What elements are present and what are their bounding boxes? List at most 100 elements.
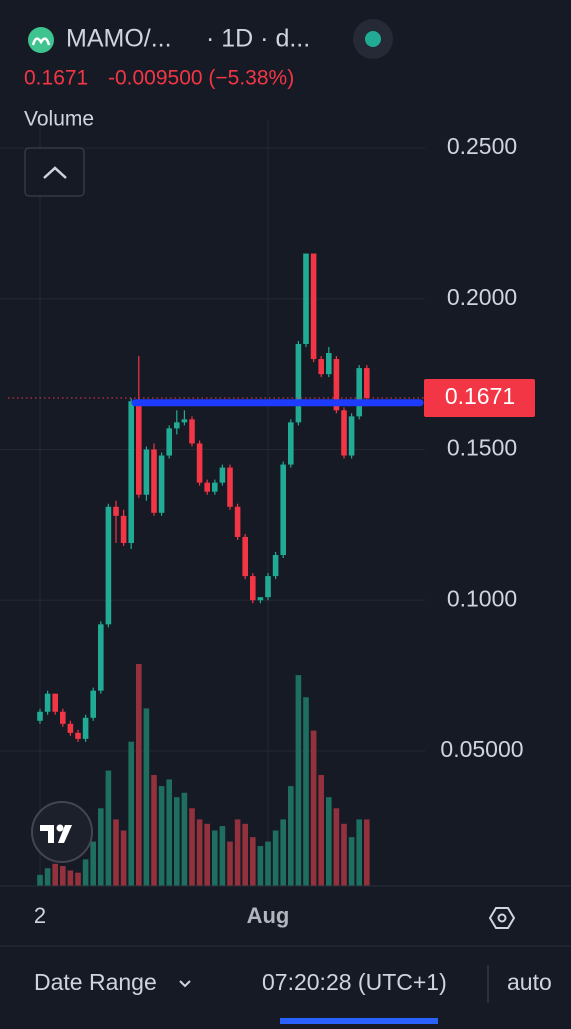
volume-bar bbox=[120, 830, 127, 886]
candle-body bbox=[37, 711, 43, 721]
volume-bar bbox=[75, 872, 81, 886]
volume-bar bbox=[212, 830, 218, 886]
volume-bar bbox=[196, 819, 203, 886]
volume-bar bbox=[60, 866, 66, 886]
volume-bar bbox=[136, 664, 142, 886]
volume-bar bbox=[204, 823, 210, 886]
candle-body bbox=[136, 401, 142, 495]
candle-body bbox=[257, 597, 264, 601]
volume-bar bbox=[113, 819, 119, 886]
candle-body bbox=[204, 482, 210, 492]
candle-body bbox=[158, 455, 165, 513]
tv-logo[interactable] bbox=[31, 801, 93, 863]
volume-bar bbox=[143, 708, 150, 886]
candle-body bbox=[143, 449, 150, 495]
candle-body bbox=[288, 422, 294, 465]
volume-bar bbox=[105, 770, 112, 886]
candle-body bbox=[348, 416, 355, 456]
candle-body bbox=[44, 693, 51, 712]
x-tick-label: Aug bbox=[247, 903, 290, 928]
y-tick-label: 0.05000 bbox=[440, 736, 523, 762]
candle-body bbox=[333, 359, 340, 411]
tv-logo-dot bbox=[56, 824, 64, 832]
candle-body bbox=[75, 732, 81, 739]
volume-bar bbox=[310, 730, 317, 886]
settings-icon[interactable] bbox=[488, 907, 516, 929]
last-price-label: 0.1671 bbox=[445, 383, 515, 409]
candle-body bbox=[52, 693, 58, 712]
candle-body bbox=[60, 711, 66, 724]
chevron-up bbox=[43, 166, 67, 179]
candle-body bbox=[113, 506, 119, 516]
volume-bar bbox=[181, 792, 188, 886]
settings-icon-hole bbox=[497, 913, 507, 923]
collapse-button[interactable] bbox=[24, 147, 85, 197]
candle-body bbox=[364, 368, 370, 398]
candle-body bbox=[326, 353, 332, 375]
volume-bar bbox=[128, 741, 134, 886]
y-tick-label: 0.2000 bbox=[447, 284, 517, 310]
volume-bar bbox=[318, 775, 324, 886]
volume-bar bbox=[356, 819, 362, 886]
candle-body bbox=[272, 555, 279, 577]
dropdown-arrow bbox=[179, 980, 191, 988]
candle-body bbox=[250, 576, 256, 601]
volume-bar bbox=[303, 697, 309, 886]
symbol[interactable]: MAMO/... bbox=[66, 25, 172, 53]
volume-bar bbox=[174, 797, 180, 886]
volume-bar bbox=[82, 859, 89, 886]
volume-bar bbox=[52, 863, 58, 886]
candle-body bbox=[196, 443, 203, 483]
volume-bar bbox=[227, 841, 233, 886]
volume-bar bbox=[219, 826, 226, 886]
candle-body bbox=[120, 515, 127, 543]
volume-bar bbox=[348, 837, 355, 886]
volume-bar bbox=[364, 819, 370, 886]
volume-bar bbox=[242, 823, 248, 886]
candle-body bbox=[265, 576, 271, 598]
candle-body bbox=[174, 422, 180, 429]
volume-bar bbox=[295, 675, 302, 886]
candle-body bbox=[151, 449, 157, 513]
volume-bar bbox=[44, 868, 51, 886]
volume-bar bbox=[234, 819, 241, 886]
candle-body bbox=[310, 253, 317, 360]
candle-body bbox=[212, 482, 218, 492]
volume-bar bbox=[166, 779, 172, 886]
candle-body bbox=[181, 419, 188, 423]
x-tick-label: 2 bbox=[34, 903, 46, 928]
candle-body bbox=[280, 464, 286, 556]
grid: 0.05000 0.1000 0.1500 0.2000 0.2500 2 Aug bbox=[0, 120, 524, 928]
candle-body bbox=[219, 467, 226, 483]
volume-bar bbox=[98, 808, 104, 886]
volume-bar bbox=[341, 823, 347, 886]
candle-body bbox=[356, 368, 362, 417]
status-dot bbox=[365, 31, 381, 47]
candle-body bbox=[234, 506, 241, 537]
candle-body bbox=[295, 343, 302, 423]
volume-bar bbox=[158, 786, 165, 886]
candle-body bbox=[318, 359, 324, 375]
auto-scale[interactable]: auto bbox=[507, 969, 552, 995]
overlay-layer: 0.1671 bbox=[8, 378, 535, 417]
interval[interactable]: · 1D · d... bbox=[206, 25, 310, 53]
volume-bar bbox=[272, 830, 279, 886]
candle-body bbox=[67, 723, 74, 733]
price-change: -0.009500 (−5.38%) bbox=[108, 67, 294, 90]
candle-body bbox=[98, 624, 104, 691]
candle-body bbox=[128, 401, 134, 543]
date-range[interactable]: Date Range bbox=[34, 969, 157, 995]
y-tick-label: 0.1500 bbox=[447, 435, 517, 461]
volume-label: Volume bbox=[24, 108, 94, 131]
volume-bar bbox=[257, 846, 264, 886]
clock[interactable]: 07:20:28 (UTC+1) bbox=[262, 969, 447, 995]
volume-bar bbox=[326, 797, 332, 886]
volume-bar bbox=[90, 841, 96, 886]
volume-bar bbox=[151, 775, 157, 886]
volume-bar bbox=[250, 837, 256, 886]
candle-body bbox=[166, 428, 172, 456]
candle-body bbox=[82, 717, 89, 739]
symbol-icon-glyph bbox=[31, 37, 51, 46]
